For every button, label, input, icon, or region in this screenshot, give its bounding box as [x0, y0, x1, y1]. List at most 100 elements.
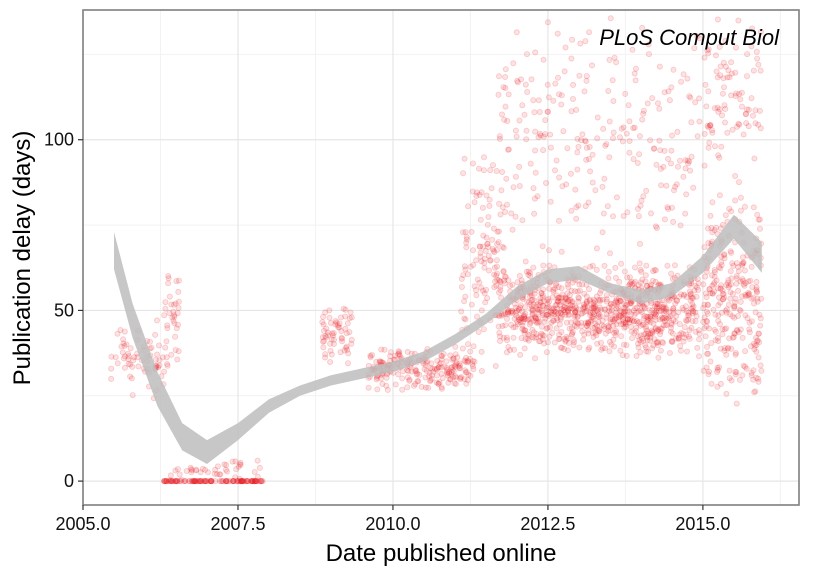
- data-point: [408, 368, 415, 375]
- data-point: [548, 311, 555, 318]
- data-point: [556, 91, 563, 98]
- data-point: [739, 293, 746, 300]
- data-point: [468, 301, 475, 308]
- data-point: [548, 319, 555, 326]
- data-point: [730, 333, 737, 340]
- data-point: [581, 290, 588, 297]
- data-point: [636, 260, 643, 267]
- data-point: [489, 162, 496, 169]
- data-point: [572, 307, 579, 314]
- data-point: [718, 225, 725, 232]
- data-point: [564, 281, 571, 288]
- data-point: [461, 298, 468, 305]
- data-point: [712, 311, 719, 318]
- data-point: [620, 341, 627, 348]
- data-point: [605, 88, 612, 95]
- data-point: [590, 299, 597, 306]
- data-point: [510, 184, 517, 191]
- data-point: [553, 325, 560, 332]
- data-point: [416, 371, 423, 378]
- data-point: [450, 355, 457, 362]
- data-point: [483, 234, 490, 241]
- data-point: [682, 210, 689, 217]
- data-point: [581, 88, 588, 95]
- data-point: [487, 257, 494, 264]
- data-point: [229, 478, 236, 485]
- data-point: [238, 478, 245, 485]
- data-point: [458, 283, 465, 290]
- data-point: [757, 225, 764, 232]
- data-point: [557, 344, 564, 351]
- data-point: [342, 325, 349, 332]
- data-point: [583, 144, 590, 151]
- data-point: [507, 321, 514, 328]
- data-point: [635, 344, 642, 351]
- data-point: [717, 285, 724, 292]
- data-point: [605, 268, 612, 275]
- data-point: [233, 466, 240, 473]
- data-point: [694, 344, 701, 351]
- data-point: [741, 203, 748, 210]
- data-point: [562, 311, 569, 318]
- data-point: [673, 335, 680, 342]
- data-point: [574, 313, 581, 320]
- data-point: [191, 478, 198, 485]
- data-point: [438, 364, 445, 371]
- data-point: [480, 167, 487, 174]
- data-point: [709, 290, 716, 297]
- data-point: [448, 364, 455, 371]
- data-point: [703, 103, 710, 110]
- data-point: [633, 309, 640, 316]
- data-point: [458, 308, 465, 315]
- data-point: [444, 372, 451, 379]
- data-point: [653, 224, 660, 231]
- data-point: [722, 307, 729, 314]
- data-point: [413, 367, 420, 374]
- data-point: [616, 134, 623, 141]
- data-point: [518, 277, 525, 284]
- data-point: [649, 328, 656, 335]
- data-point: [395, 351, 402, 358]
- data-point: [152, 356, 159, 363]
- data-point: [743, 120, 750, 127]
- data-point: [447, 376, 454, 383]
- data-point: [624, 209, 631, 216]
- data-point: [160, 478, 167, 485]
- data-point: [627, 323, 634, 330]
- data-point: [188, 469, 195, 476]
- data-point: [238, 478, 245, 485]
- data-point: [558, 309, 565, 316]
- data-point: [722, 119, 729, 126]
- data-point: [599, 183, 606, 190]
- data-point: [668, 328, 675, 335]
- data-point: [668, 324, 675, 331]
- data-point: [754, 295, 761, 302]
- data-point: [635, 282, 642, 289]
- data-point: [450, 355, 457, 362]
- data-point: [680, 292, 687, 299]
- data-point: [706, 286, 713, 293]
- data-point: [568, 319, 575, 326]
- data-point: [435, 380, 442, 387]
- data-point: [586, 143, 593, 150]
- data-point: [666, 308, 673, 315]
- data-point: [751, 346, 758, 353]
- data-point: [728, 92, 735, 99]
- data-point: [599, 229, 606, 236]
- data-point: [683, 293, 690, 300]
- data-point: [579, 328, 586, 335]
- data-point: [685, 309, 692, 316]
- data-point: [531, 210, 538, 217]
- data-point: [439, 375, 446, 382]
- data-point: [661, 310, 668, 317]
- data-point: [642, 272, 649, 279]
- data-point: [568, 299, 575, 306]
- data-point: [525, 331, 532, 338]
- data-point: [705, 124, 712, 131]
- data-point: [742, 111, 749, 118]
- data-point: [540, 302, 547, 309]
- data-point: [575, 143, 582, 150]
- data-point: [737, 194, 744, 201]
- data-point: [493, 270, 500, 277]
- data-point: [546, 262, 553, 269]
